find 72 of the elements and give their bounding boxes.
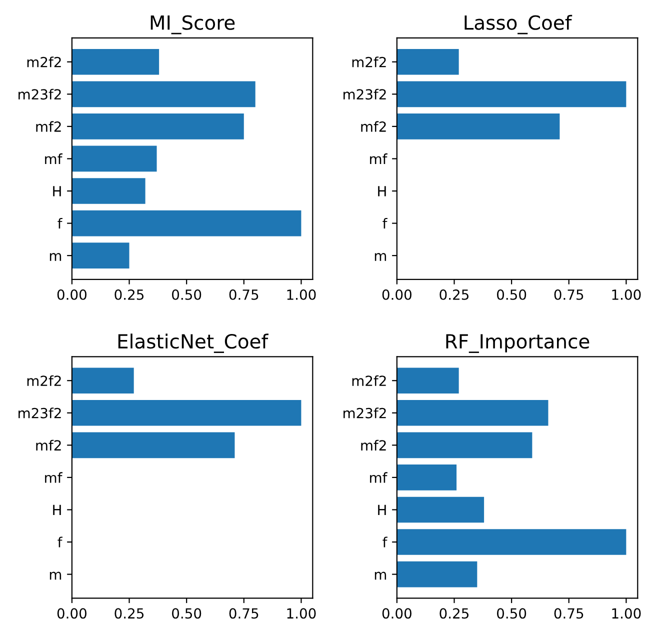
y-tick-label: m2f2 (27, 375, 61, 386)
bar (396, 496, 484, 523)
x-tick-label: 1.00 (612, 608, 641, 619)
chart-title: Lasso_Coef (464, 14, 572, 34)
y-tick-label: m2f2 (27, 56, 61, 68)
bar (72, 81, 256, 108)
x-tick-label: 0.25 (114, 608, 144, 619)
bar (72, 146, 157, 172)
bar (72, 400, 302, 426)
y-tick-label: mf2 (361, 121, 386, 132)
bar (396, 561, 478, 588)
y-tick-label: H (378, 186, 386, 196)
y-tick-label: m2f2 (352, 375, 386, 386)
y-tick-label: m (50, 572, 62, 580)
x-tick-label: 0.50 (172, 608, 202, 619)
y-tick-label: mf (45, 472, 62, 483)
chart-title: ElasticNet_Coef (118, 334, 268, 353)
y-tick-label: m23f2 (344, 408, 386, 418)
bar (72, 178, 146, 204)
chart-title: MI_Score (150, 15, 235, 34)
bar (396, 529, 626, 555)
x-tick-label: 0.50 (172, 289, 202, 300)
y-tick-label: f (58, 218, 62, 229)
y-tick-label: mf (370, 153, 388, 164)
y-tick-label: m (50, 253, 62, 261)
y-tick-label: mf (370, 472, 388, 483)
y-tick-label: m (374, 253, 386, 261)
y-tick-label: m23f2 (344, 88, 386, 100)
bar (72, 114, 244, 140)
x-tick-label: 0.25 (440, 289, 468, 300)
y-tick-label: H (378, 504, 386, 516)
y-tick-label: mf2 (36, 440, 61, 450)
x-tick-label: 1.00 (287, 289, 316, 300)
x-tick-label: 0.25 (114, 289, 144, 300)
bar (396, 464, 457, 490)
x-tick-label: 1.00 (287, 608, 316, 619)
x-tick-label: 0.00 (382, 289, 412, 300)
y-tick-label: H (53, 504, 61, 516)
x-tick-label: 0.50 (497, 608, 526, 619)
y-tick-label: f (382, 218, 388, 229)
x-tick-label: 0.50 (497, 289, 526, 300)
bar (72, 210, 302, 236)
bar (72, 368, 134, 394)
bar (396, 400, 548, 426)
x-tick-label: 0.75 (554, 608, 584, 619)
bar (396, 81, 626, 108)
x-tick-label: 0.00 (57, 608, 86, 619)
x-tick-label: 0.00 (57, 289, 86, 300)
x-tick-label: 0.25 (440, 608, 468, 619)
y-tick-label: mf (45, 153, 62, 164)
bar (396, 368, 459, 394)
bar (396, 114, 560, 140)
bar (72, 48, 160, 75)
x-tick-label: 1.00 (612, 289, 641, 300)
y-tick-label: H (53, 186, 61, 196)
y-tick-label: m23f2 (18, 408, 61, 418)
x-tick-label: 0.75 (554, 289, 584, 300)
y-tick-label: m2f2 (352, 56, 386, 68)
bar (396, 432, 532, 458)
chart-title: RF_Importance (446, 334, 590, 353)
y-tick-label: mf2 (36, 121, 61, 132)
x-tick-label: 0.00 (382, 608, 412, 619)
bar (72, 242, 130, 268)
y-tick-label: m (374, 572, 386, 580)
x-tick-label: 0.75 (229, 608, 258, 619)
y-tick-label: f (58, 536, 62, 548)
bar (396, 48, 459, 75)
y-tick-label: f (382, 536, 388, 548)
y-tick-label: m23f2 (18, 88, 61, 100)
bar (72, 432, 235, 458)
x-tick-label: 0.75 (229, 289, 258, 300)
y-tick-label: mf2 (361, 440, 386, 450)
